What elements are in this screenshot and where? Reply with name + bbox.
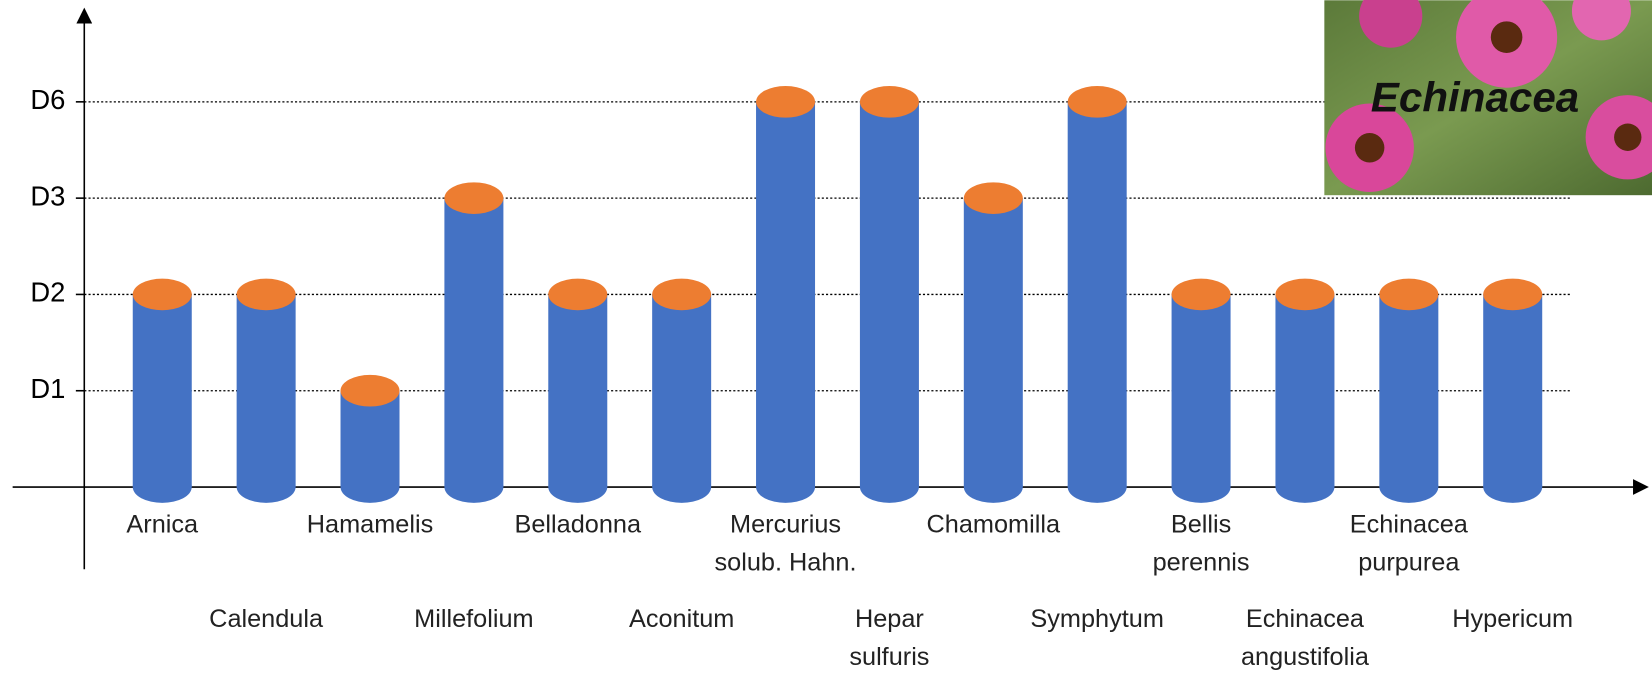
bar <box>1067 101 1127 488</box>
y-tick-label: D6 <box>30 84 65 115</box>
x-label-box: Hamamelis <box>306 510 434 539</box>
bar <box>859 101 919 488</box>
bar-top <box>340 374 400 407</box>
x-tick-label: Echinacea angustifolia <box>1240 605 1369 672</box>
bar-top <box>548 278 608 311</box>
bar <box>132 294 192 488</box>
x-tick-label: Bellis perennis <box>1152 510 1250 577</box>
x-label-box: Arnica <box>126 510 199 539</box>
x-label-box: Mercurius solub. Hahn. <box>714 510 857 577</box>
x-tick-label: Hamamelis <box>306 510 434 539</box>
bar-top <box>652 278 712 311</box>
bar-top <box>963 182 1023 214</box>
bar <box>1379 294 1439 488</box>
bar-top <box>1275 278 1335 311</box>
x-tick-label: Echinacea purpurea <box>1349 510 1468 577</box>
bar-top <box>859 86 919 118</box>
x-label-box: Symphytum <box>1030 605 1164 634</box>
x-label-box: Aconitum <box>628 605 735 634</box>
bar-top <box>236 278 296 311</box>
bar <box>340 390 400 488</box>
bar <box>1275 294 1335 488</box>
y-tick-label: D3 <box>30 180 65 211</box>
x-label-box: Chamomilla <box>926 510 1061 539</box>
bar <box>444 198 504 488</box>
x-label-box: Hepar sulfuris <box>849 605 930 672</box>
bar <box>652 294 712 488</box>
bar <box>1483 294 1543 488</box>
x-tick-label: Millefolium <box>414 605 534 634</box>
x-label-box: Echinacea purpurea <box>1349 510 1468 577</box>
bar <box>236 294 296 488</box>
x-tick-label: Hepar sulfuris <box>849 605 930 672</box>
bar-top <box>132 278 192 311</box>
x-tick-label: Arnica <box>126 510 199 539</box>
bar <box>963 198 1023 488</box>
bar <box>1171 294 1231 488</box>
bar-top <box>444 182 504 214</box>
x-tick-label: Hypericum <box>1452 605 1574 634</box>
x-tick-label: Belladonna <box>514 510 642 539</box>
x-label-box: Hypericum <box>1452 605 1574 634</box>
bar-top <box>1171 278 1231 311</box>
bar-top <box>1067 86 1127 118</box>
x-tick-label: Calendula <box>209 605 324 634</box>
bar <box>756 101 816 488</box>
y-tick-label: D2 <box>30 277 65 308</box>
x-label-box: Bellis perennis <box>1152 510 1250 577</box>
x-tick-label: Aconitum <box>628 605 735 634</box>
y-tick-label: D1 <box>30 373 65 404</box>
x-label-box: Millefolium <box>414 605 534 634</box>
image-label: Echinacea <box>1371 73 1579 120</box>
x-label-box: Belladonna <box>514 510 642 539</box>
bar-top <box>1379 278 1439 311</box>
bar-top <box>1483 278 1543 311</box>
x-tick-label: Mercurius solub. Hahn. <box>714 510 857 577</box>
x-tick-label: Chamomilla <box>926 510 1061 539</box>
bar-top <box>756 86 816 118</box>
bar <box>548 294 608 488</box>
x-label-box: Echinacea angustifolia <box>1240 605 1369 672</box>
x-tick-label: Symphytum <box>1030 605 1164 634</box>
flower-image: Echinacea <box>1324 0 1652 196</box>
x-label-box: Calendula <box>209 605 324 634</box>
